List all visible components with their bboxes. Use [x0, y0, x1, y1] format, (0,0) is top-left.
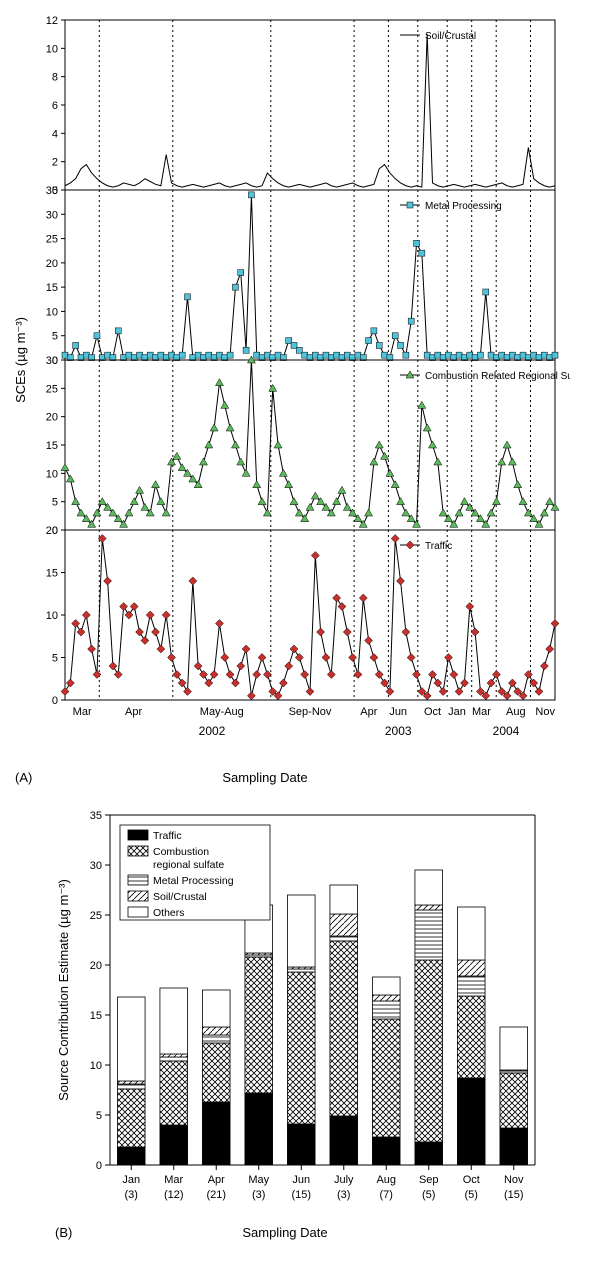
svg-text:25: 25	[46, 234, 58, 246]
svg-text:Others: Others	[153, 907, 185, 919]
svg-text:5: 5	[52, 497, 58, 509]
panel-a-label: (A)	[15, 770, 32, 785]
svg-text:15: 15	[46, 440, 58, 452]
svg-text:0: 0	[52, 695, 58, 707]
svg-text:regional sulfate: regional sulfate	[153, 859, 224, 871]
svg-text:30: 30	[46, 209, 58, 221]
svg-text:(15): (15)	[504, 1189, 524, 1201]
svg-text:Mar: Mar	[73, 706, 92, 718]
svg-text:10: 10	[46, 43, 58, 55]
svg-text:5: 5	[96, 1110, 102, 1122]
svg-text:SCEs (µg m⁻³): SCEs (µg m⁻³)	[13, 317, 28, 403]
panel-b-chart: 0 5 10 15 20 25 30 35 Source Contribution Estima…	[50, 805, 550, 1225]
panel-b-label: (B)	[55, 1225, 72, 1240]
svg-text:15: 15	[90, 1010, 102, 1022]
svg-text:2: 2	[52, 157, 58, 169]
svg-text:2003: 2003	[385, 724, 412, 738]
svg-text:Apr: Apr	[208, 1174, 225, 1186]
svg-text:Aug: Aug	[506, 706, 526, 718]
svg-text:30: 30	[90, 860, 102, 872]
svg-text:Jan: Jan	[448, 706, 466, 718]
svg-text:Mar: Mar	[164, 1174, 183, 1186]
svg-text:20: 20	[46, 412, 58, 424]
svg-text:20: 20	[46, 258, 58, 270]
svg-text:Metal Processing: Metal Processing	[425, 201, 502, 212]
svg-text:Nov: Nov	[535, 706, 555, 718]
svg-text:Jun: Jun	[389, 706, 407, 718]
svg-text:Aug: Aug	[376, 1174, 396, 1186]
svg-text:25: 25	[46, 383, 58, 395]
svg-text:10: 10	[46, 468, 58, 480]
svg-text:(3): (3)	[252, 1189, 265, 1201]
svg-text:15: 15	[46, 282, 58, 294]
svg-text:5: 5	[52, 653, 58, 665]
svg-text:(15): (15)	[291, 1189, 311, 1201]
svg-text:5: 5	[52, 331, 58, 343]
svg-text:4: 4	[52, 128, 58, 140]
svg-text:Soil/Crustal: Soil/Crustal	[153, 891, 207, 903]
svg-text:12: 12	[46, 15, 58, 27]
svg-text:Oct: Oct	[424, 706, 441, 718]
panel-a-chart: SCEs (µg m⁻³)SCEs (µg m⁻³)024681012Soil/…	[10, 10, 570, 770]
panel-a-container: SCEs (µg m⁻³)SCEs (µg m⁻³)024681012Soil/…	[10, 10, 602, 785]
svg-text:Metal Processing: Metal Processing	[153, 875, 234, 887]
svg-text:Nov: Nov	[504, 1174, 524, 1186]
svg-text:Soil/Crustal: Soil/Crustal	[425, 31, 476, 42]
svg-text:Mar: Mar	[472, 706, 491, 718]
svg-text:Traffic: Traffic	[153, 830, 182, 842]
svg-text:Traffic: Traffic	[425, 541, 452, 552]
svg-text:(5): (5)	[422, 1189, 435, 1201]
svg-text:20: 20	[46, 525, 58, 537]
panel-b-xlabel: Sampling Date	[242, 1225, 327, 1240]
svg-text:25: 25	[90, 910, 102, 922]
svg-text:(7): (7)	[380, 1189, 393, 1201]
svg-text:Source Contribution Estimate (: Source Contribution Estimate (µg m⁻³)	[56, 879, 71, 1101]
svg-text:0: 0	[96, 1160, 102, 1172]
svg-text:15: 15	[46, 568, 58, 580]
svg-text:2002: 2002	[199, 724, 226, 738]
svg-text:Sep: Sep	[419, 1174, 439, 1186]
svg-text:(3): (3)	[125, 1189, 138, 1201]
svg-text:May: May	[248, 1174, 269, 1186]
svg-text:Jan: Jan	[122, 1174, 140, 1186]
svg-text:(21): (21)	[206, 1189, 226, 1201]
svg-text:35: 35	[90, 810, 102, 822]
panel-b-container: 0 5 10 15 20 25 30 35 Source Contribution Estima…	[50, 805, 602, 1240]
svg-text:Sep-Nov: Sep-Nov	[289, 706, 332, 718]
svg-text:(5): (5)	[465, 1189, 478, 1201]
svg-text:30: 30	[46, 355, 58, 367]
svg-text:Jun: Jun	[292, 1174, 310, 1186]
svg-text:July: July	[334, 1174, 354, 1186]
svg-text:2004: 2004	[493, 724, 520, 738]
svg-text:35: 35	[46, 185, 58, 197]
svg-text:Combustion: Combustion	[153, 846, 209, 858]
svg-text:8: 8	[52, 72, 58, 84]
svg-text:Apr: Apr	[125, 706, 142, 718]
svg-text:20: 20	[90, 960, 102, 972]
svg-text:Oct: Oct	[463, 1174, 480, 1186]
svg-text:(3): (3)	[337, 1189, 350, 1201]
panel-a-xlabel: Sampling Date	[222, 770, 307, 785]
svg-text:(12): (12)	[164, 1189, 184, 1201]
svg-text:Apr: Apr	[360, 706, 377, 718]
svg-text:10: 10	[90, 1060, 102, 1072]
svg-text:10: 10	[46, 610, 58, 622]
svg-text:May-Aug: May-Aug	[200, 706, 244, 718]
svg-text:10: 10	[46, 306, 58, 318]
svg-text:Combustion Related Regional Su: Combustion Related Regional Sulfate	[425, 371, 570, 382]
svg-text:6: 6	[52, 100, 58, 112]
